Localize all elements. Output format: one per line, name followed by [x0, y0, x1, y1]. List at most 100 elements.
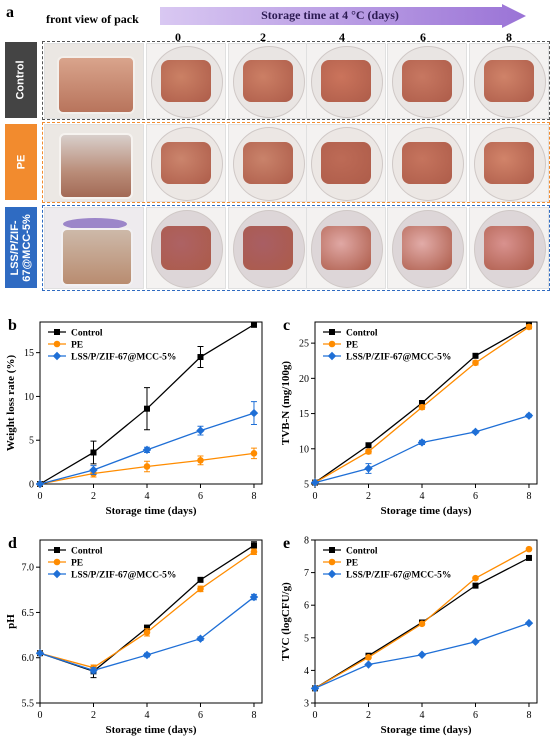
x-tick-label: 0 [313, 491, 318, 502]
data-point [89, 465, 98, 475]
x-tick-label: 8 [526, 710, 531, 721]
dish-photo-r2-d3 [387, 207, 467, 289]
dish-photo-r0-d0 [146, 43, 226, 119]
dish-photo-r0-d4 [469, 43, 549, 119]
y-tick-label: 6.5 [22, 608, 35, 619]
legend-label: PE [71, 559, 83, 569]
x-tick-label: 6 [473, 491, 478, 502]
legend-marker [327, 569, 337, 579]
chart-b-svg: b 0 2 4 6 8 0 5 10 15 Storage time (days) Weight lo… [5, 317, 263, 517]
data-point [471, 637, 480, 646]
y-tick-label: 6.0 [22, 653, 35, 664]
y-tick-label: 5 [29, 436, 34, 447]
data-point [417, 650, 427, 659]
y-tick-label: 3 [304, 699, 309, 710]
legend-marker [52, 569, 62, 579]
plot-frame [39, 321, 263, 485]
plot-frame [314, 321, 538, 485]
data-point [417, 438, 427, 447]
x-tick-label: 2 [91, 491, 96, 502]
legend-label: Control [346, 547, 378, 557]
day-label-8: 8 [506, 30, 512, 44]
x-axis-label: Storage time (days) [380, 505, 471, 517]
data-point [364, 660, 373, 669]
storage-time-arrow: Storage time at 4 °C (days) [160, 4, 526, 28]
data-point [471, 427, 480, 437]
chart-b-weight-loss: b 0 2 4 6 8 0 5 10 15 Storage time (days) Weight lo… [0, 312, 275, 522]
x-tick-label: 0 [38, 491, 43, 502]
legend-marker [329, 547, 335, 553]
data-point [365, 442, 372, 449]
day-label-6: 6 [420, 30, 426, 44]
legend-marker [54, 329, 60, 335]
y-tick-label: 6 [304, 601, 309, 612]
plot-frame [314, 539, 538, 704]
x-tick-label: 4 [144, 710, 149, 721]
y-tick-label: 5 [304, 480, 309, 491]
dish-photo-r0-d1 [228, 43, 308, 119]
y-tick-label: 10 [299, 444, 309, 455]
row-tag-control: Control [5, 42, 37, 118]
y-tick-label: 5 [304, 633, 309, 644]
dish-photo-r1-d2 [306, 124, 386, 202]
x-tick-label: 6 [473, 710, 478, 721]
y-tick-label: 5.5 [22, 699, 35, 710]
dish-photo-r1-d1 [228, 124, 308, 202]
dish-photo-r1-d4 [469, 124, 549, 202]
legend-label: Control [71, 547, 103, 557]
legend-marker [329, 329, 335, 335]
x-tick-label: 2 [366, 491, 371, 502]
legend-marker [52, 351, 62, 361]
y-axis-label: TVC (logCFU/g) [280, 582, 292, 661]
y-axis-label: Weight loss rate (%) [5, 355, 17, 452]
series-2 [310, 618, 534, 693]
legend-label: PE [346, 341, 358, 351]
x-axis-label: Storage time (days) [105, 505, 196, 517]
row-label-lss: LSS/P/ZIF- 67@MCC-5% [9, 213, 34, 282]
data-point [525, 323, 533, 331]
data-point [197, 576, 204, 583]
x-tick-label: 2 [91, 710, 96, 721]
legend-label: LSS/P/ZIF-67@MCC-5% [71, 571, 176, 581]
plot-frame [39, 539, 263, 704]
data-point [472, 574, 479, 582]
y-tick-label: 4 [304, 666, 309, 677]
x-tick-label: 4 [419, 710, 424, 721]
dish-photo-r0-d3 [387, 43, 467, 119]
y-axis-label: pH [5, 614, 17, 629]
data-point [197, 354, 204, 361]
legend-label: LSS/P/ZIF-67@MCC-5% [71, 353, 176, 363]
chart-d-svg: d 0 2 4 6 8 5.5 6.0 6.5 7.0 Storage time (days) pH C… [5, 535, 263, 736]
data-point [524, 618, 534, 628]
x-axis-label: Storage time (days) [380, 724, 471, 736]
panel-letter-b: b [8, 317, 17, 334]
dish-photo-r2-d4 [469, 207, 549, 289]
legend-label: LSS/P/ZIF-67@MCC-5% [346, 571, 451, 581]
x-tick-label: 8 [526, 491, 531, 502]
chart-e-tvc: e 0 2 4 6 8 3 4 5 6 7 8 Storage time (days) TVC (logC… [275, 530, 550, 741]
chart-c-svg: c 0 2 4 6 8 5 10 15 20 25 Storage time (days) TVB-N … [280, 317, 538, 517]
data-point [142, 650, 152, 660]
y-tick-label: 25 [299, 339, 309, 350]
legend-marker [328, 558, 336, 566]
data-point [250, 542, 257, 549]
arrow-label: Storage time at 4 °C (days) [261, 8, 399, 22]
legend-label: Control [71, 329, 103, 339]
legend-label: PE [71, 341, 83, 351]
y-axis-label: TVB-N (mg/100g) [280, 361, 292, 445]
panel-letter-e: e [283, 535, 290, 552]
data-point [418, 620, 426, 628]
chart-e-svg: e 0 2 4 6 8 3 4 5 6 7 8 Storage time (days) TVC (logC… [280, 535, 538, 736]
x-tick-label: 8 [251, 491, 256, 502]
dish-photo-r0-d2 [306, 43, 386, 119]
data-point [196, 426, 205, 435]
data-point [472, 359, 479, 367]
y-tick-label: 7 [304, 568, 309, 579]
chart-c-tvbn: c 0 2 4 6 8 5 10 15 20 25 Storage time (days) TVB-N … [275, 312, 550, 522]
data-point [525, 545, 533, 553]
x-tick-label: 8 [251, 710, 256, 721]
x-tick-label: 0 [38, 710, 43, 721]
day-label-4: 4 [339, 30, 345, 44]
x-tick-label: 6 [198, 491, 203, 502]
legend-marker [53, 558, 61, 566]
